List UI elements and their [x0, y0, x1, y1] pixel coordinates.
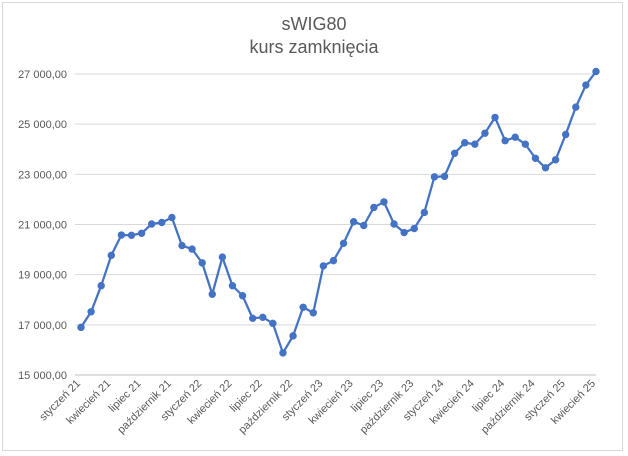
data-point — [491, 113, 499, 122]
data-point — [289, 332, 297, 340]
chart-subtitle: kurs zamknięcia — [249, 37, 379, 57]
data-point — [218, 253, 227, 261]
data-point — [158, 218, 166, 227]
data-point — [481, 129, 489, 137]
data-point — [592, 67, 600, 76]
data-point — [461, 139, 469, 147]
series-line — [80, 70, 597, 355]
data-point — [168, 213, 176, 222]
data-point — [572, 103, 580, 111]
data-point — [248, 314, 257, 323]
data-point — [360, 221, 368, 230]
y-tick-label: 19 000,00 — [18, 270, 67, 282]
gridlines — [75, 73, 596, 326]
data-point — [269, 319, 277, 328]
data-point — [137, 229, 146, 237]
data-point — [511, 133, 519, 141]
data-point — [450, 149, 459, 157]
data-point — [501, 137, 509, 145]
y-tick-label: 15 000,00 — [18, 370, 67, 382]
data-point — [430, 173, 439, 181]
series-kurs-zamkniecia — [77, 67, 600, 357]
data-point — [279, 349, 287, 357]
data-point — [107, 251, 115, 260]
y-tick-label: 25 000,00 — [18, 119, 67, 131]
data-point — [97, 282, 105, 290]
data-point — [370, 203, 378, 212]
data-point — [127, 231, 136, 239]
data-point — [582, 81, 590, 89]
data-point — [551, 156, 560, 164]
data-point — [208, 290, 216, 298]
y-tick-label: 27 000,00 — [18, 69, 67, 81]
data-point — [420, 208, 429, 217]
data-point — [178, 241, 186, 250]
data-point — [339, 239, 348, 248]
data-point — [259, 313, 267, 322]
data-point — [471, 140, 479, 148]
data-point — [238, 292, 247, 300]
data-point — [198, 259, 206, 267]
data-point — [400, 228, 408, 237]
data-point — [329, 256, 338, 265]
chart-frame — [2, 2, 623, 451]
data-point — [309, 309, 317, 317]
y-tick-label: 23 000,00 — [18, 169, 67, 181]
data-point — [299, 303, 307, 311]
data-point — [117, 231, 126, 239]
data-point — [390, 220, 398, 228]
data-point — [521, 140, 530, 148]
chart-title: sWIG80 — [281, 14, 346, 34]
data-point — [541, 164, 550, 172]
data-point — [87, 308, 95, 316]
data-point — [228, 282, 237, 290]
data-point — [188, 245, 196, 253]
data-point — [319, 262, 328, 270]
data-point — [531, 154, 540, 162]
data-point — [77, 323, 85, 332]
data-point — [380, 198, 388, 206]
data-point — [562, 130, 570, 139]
data-point — [349, 218, 358, 226]
y-tick-label: 21 000,00 — [18, 220, 67, 232]
y-tick-label: 17 000,00 — [18, 320, 67, 332]
data-point — [147, 220, 156, 228]
y-axis-tick-labels: 15 000,00 17 000,00 19 000,00 21 000,00 23 0… — [18, 69, 67, 382]
data-point — [440, 172, 449, 181]
data-point — [410, 224, 418, 233]
